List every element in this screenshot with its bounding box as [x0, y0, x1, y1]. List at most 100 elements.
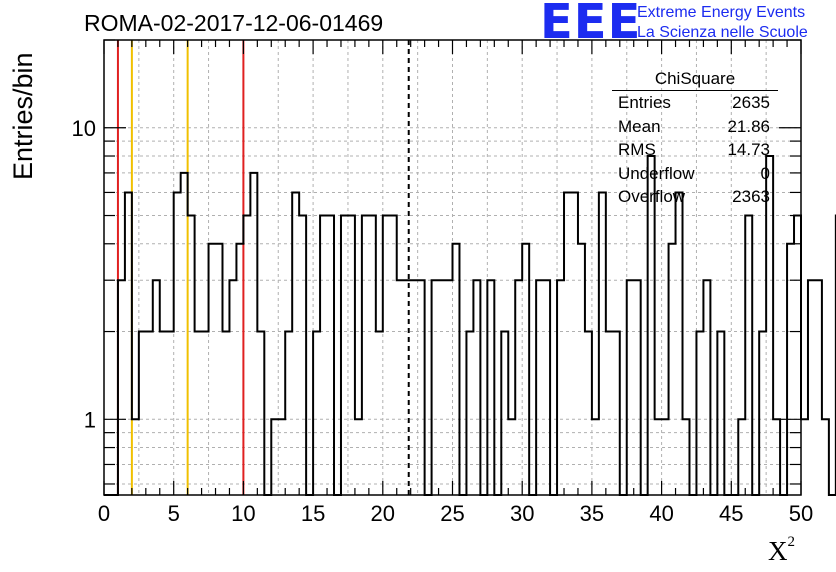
histogram-bin — [473, 280, 480, 495]
histogram-bin — [683, 419, 690, 495]
stats-row-rms: RMS 14.73 — [612, 138, 778, 162]
stats-row-entries: Entries 2635 — [612, 91, 778, 115]
histogram-bin — [439, 280, 446, 495]
histogram-bin — [801, 419, 808, 495]
histogram-bin — [745, 216, 752, 495]
stats-value: 21.86 — [727, 116, 770, 136]
histogram-bin — [355, 419, 362, 495]
histogram-bin — [815, 280, 822, 495]
histogram-bin — [759, 332, 766, 495]
stats-row-mean: Mean 21.86 — [612, 115, 778, 139]
histogram-bin — [181, 173, 188, 495]
histogram-bin — [250, 173, 257, 495]
histogram-bin — [202, 332, 209, 495]
x-axis-label: X2 — [768, 534, 795, 567]
histogram-bin — [209, 244, 216, 495]
histogram-bin — [822, 419, 829, 495]
histogram-bin — [271, 419, 278, 495]
histogram-bin — [522, 244, 529, 495]
stats-label: RMS — [618, 140, 656, 159]
histogram-bin — [146, 332, 153, 495]
histogram-bin — [543, 280, 550, 495]
histogram-bin — [362, 216, 369, 495]
x-tick-label: 35 — [580, 501, 604, 526]
y-axis-label-wrap: Entries/bin — [8, 52, 38, 208]
histogram-bin — [236, 244, 243, 495]
histogram-bin — [703, 280, 710, 495]
histogram-bin — [564, 192, 571, 495]
y-tick-label: 1 — [84, 407, 96, 432]
histogram-bin — [787, 244, 794, 495]
histogram-bin — [174, 192, 181, 495]
histogram-bin — [578, 244, 585, 495]
x-tick-label: 25 — [440, 501, 464, 526]
x-axis-label-main: X — [768, 536, 788, 566]
x-tick-label: 30 — [510, 501, 534, 526]
histogram-bin — [376, 332, 383, 495]
histogram-bin — [662, 419, 669, 495]
histogram-bin — [676, 192, 683, 495]
logo-line-1: Extreme Energy Events — [637, 4, 806, 21]
histogram-bin — [285, 332, 292, 495]
histogram-bin — [320, 216, 327, 495]
histogram-bin — [292, 192, 299, 495]
histogram-bin — [195, 332, 202, 495]
stats-value: 2635 — [732, 93, 770, 112]
y-tick-label: 10 — [72, 116, 96, 141]
stats-value: 0 — [760, 163, 770, 183]
histogram-bin — [188, 216, 195, 495]
histogram-bin — [613, 332, 620, 495]
histogram-bin — [118, 280, 125, 495]
histogram-bin — [299, 216, 306, 495]
x-tick-label: 20 — [371, 501, 395, 526]
stats-box: ChiSquare Entries 2635 Mean 21.86 RMS 14… — [612, 68, 778, 209]
histogram-bin — [132, 419, 139, 495]
histogram-bin — [404, 280, 411, 495]
histogram-bin — [808, 280, 815, 495]
x-tick-label: 0 — [98, 501, 110, 526]
histogram-bin — [655, 419, 662, 495]
x-tick-label: 40 — [649, 501, 673, 526]
stats-row-overflow: Overflow 2363 — [612, 185, 778, 209]
histogram-bin — [606, 332, 613, 495]
histogram-bin — [634, 280, 641, 495]
x-tick-label: 5 — [168, 501, 180, 526]
histogram-bin — [397, 280, 404, 495]
histogram-bin — [139, 332, 146, 495]
histogram-bin — [229, 280, 236, 495]
histogram-bin — [327, 216, 334, 495]
histogram-bin — [222, 332, 229, 495]
histogram-bin — [585, 332, 592, 495]
histogram-bin — [501, 332, 508, 495]
stats-label: Entries — [618, 93, 671, 112]
histogram-bin — [369, 216, 376, 495]
histogram-bin — [508, 419, 515, 495]
histogram-bin — [313, 332, 320, 495]
histogram-bin — [243, 216, 250, 495]
histogram-bin — [216, 244, 223, 495]
histogram-bin — [738, 419, 745, 495]
x-tick-label: 50 — [789, 501, 813, 526]
histogram-bin — [592, 419, 599, 495]
histogram-bin — [446, 280, 453, 495]
histogram-bin — [167, 332, 174, 495]
histogram-bin — [696, 332, 703, 495]
histogram-bin — [341, 216, 348, 495]
chart-title: ROMA-02-2017-12-06-01469 — [84, 10, 384, 36]
histogram-bin — [557, 280, 564, 495]
histogram-bin — [794, 216, 801, 495]
histogram-bin — [487, 280, 494, 495]
histogram-bin — [466, 332, 473, 495]
stats-value: 14.73 — [727, 140, 770, 159]
histogram-bin — [599, 192, 606, 495]
histogram-bin — [348, 216, 355, 495]
histogram-bin — [278, 419, 285, 495]
x-tick-label: 10 — [231, 501, 255, 526]
histogram-bin — [515, 280, 522, 495]
histogram-bin — [669, 244, 676, 495]
x-tick-label: 15 — [301, 501, 325, 526]
histogram-bin — [160, 332, 167, 495]
stats-title: ChiSquare — [612, 68, 778, 91]
histogram-bin — [773, 419, 780, 495]
logo-mark: EEE — [540, 0, 642, 50]
